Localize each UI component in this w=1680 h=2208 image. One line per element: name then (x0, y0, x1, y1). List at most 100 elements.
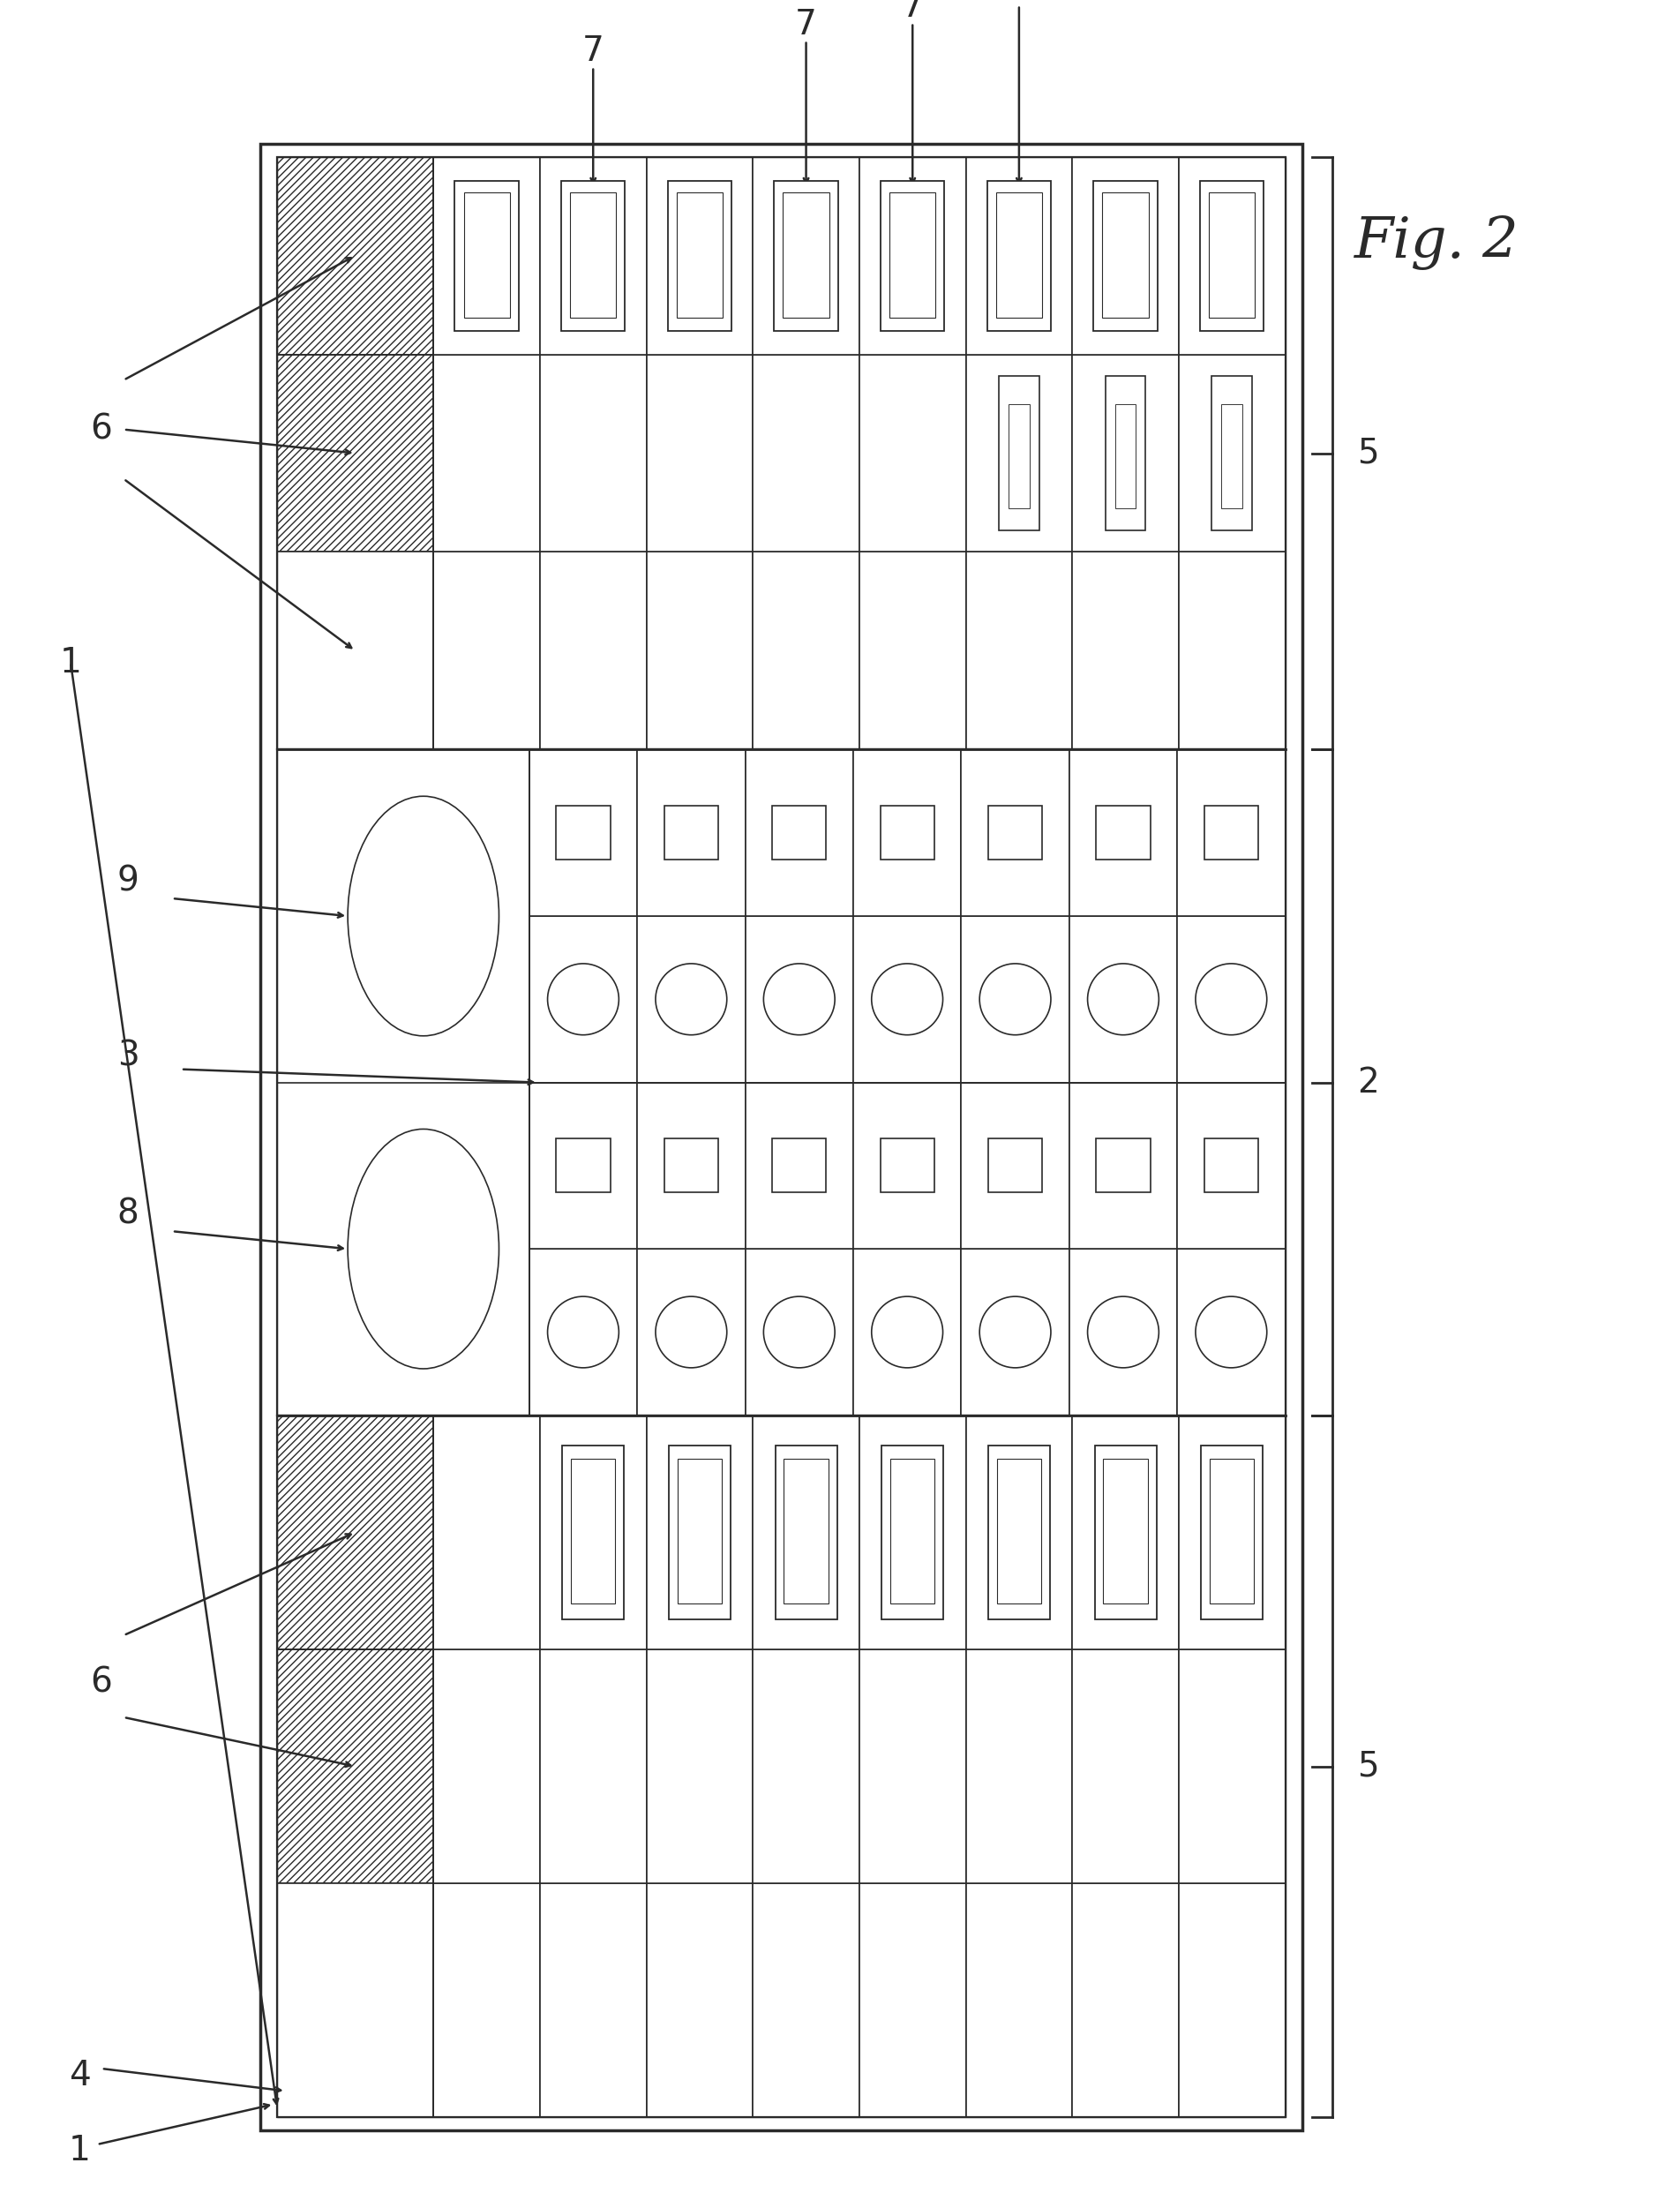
Bar (637, 1250, 746, 1415)
Text: 3: 3 (118, 1040, 139, 1073)
Bar (570, 192, 617, 318)
Bar (539, 1649, 647, 1883)
Bar (882, 1446, 944, 1618)
Bar (529, 916, 637, 1082)
Circle shape (548, 1296, 618, 1367)
Circle shape (979, 963, 1052, 1036)
Bar (539, 1415, 647, 1649)
Bar (277, 749, 1285, 1415)
Bar (988, 1446, 1050, 1618)
Bar (1104, 1459, 1147, 1603)
Bar (1178, 916, 1285, 1082)
Bar (539, 552, 647, 749)
Bar (1072, 552, 1179, 749)
Bar (858, 353, 966, 552)
Circle shape (548, 963, 618, 1036)
Bar (277, 157, 433, 353)
Circle shape (872, 963, 942, 1036)
Bar (277, 157, 1285, 2117)
Text: 7: 7 (583, 33, 605, 68)
Bar (1072, 1649, 1179, 1883)
Bar (1179, 1649, 1285, 1883)
Bar (637, 1082, 746, 1250)
Text: 6: 6 (91, 413, 113, 446)
Bar (556, 1139, 610, 1192)
Bar (773, 1139, 827, 1192)
Circle shape (655, 963, 727, 1036)
Bar (996, 192, 1042, 318)
Bar (966, 1649, 1072, 1883)
Text: 5: 5 (1357, 1749, 1379, 1784)
Bar (433, 157, 539, 353)
Bar (880, 1139, 934, 1192)
Circle shape (1196, 963, 1267, 1036)
Bar (647, 157, 753, 353)
Bar (433, 552, 539, 749)
Bar (753, 157, 858, 353)
Bar (260, 144, 1302, 2131)
Bar (988, 806, 1042, 859)
Bar (664, 806, 719, 859)
Bar (746, 1250, 853, 1415)
Bar (571, 1459, 615, 1603)
Ellipse shape (348, 797, 499, 1036)
Bar (746, 1082, 853, 1250)
Bar (858, 1883, 966, 2117)
Bar (539, 1883, 647, 2117)
Bar (853, 916, 961, 1082)
Circle shape (763, 1296, 835, 1367)
Text: 2: 2 (1357, 1066, 1379, 1100)
Circle shape (1196, 1296, 1267, 1367)
Text: Fig. 2: Fig. 2 (1354, 216, 1519, 269)
Bar (669, 1446, 731, 1618)
Circle shape (872, 1296, 942, 1367)
Bar (1095, 1446, 1156, 1618)
Bar (1068, 749, 1178, 916)
Text: 7: 7 (1008, 0, 1030, 7)
Bar (774, 1446, 837, 1618)
Bar (961, 916, 1068, 1082)
Bar (961, 749, 1068, 916)
Bar (1179, 552, 1285, 749)
Bar (277, 353, 433, 552)
Bar (1072, 157, 1179, 353)
Bar (433, 1415, 539, 1649)
Bar (1205, 1139, 1258, 1192)
Bar (1072, 1883, 1179, 2117)
Bar (783, 192, 830, 318)
Bar (539, 157, 647, 353)
Text: 7: 7 (902, 0, 924, 24)
Bar (1200, 181, 1263, 331)
Bar (529, 1250, 637, 1415)
Bar (277, 1415, 433, 1649)
Bar (753, 1883, 858, 2117)
Bar (753, 1649, 858, 1883)
Bar (880, 181, 944, 331)
Bar (1000, 375, 1040, 530)
Bar (1097, 806, 1151, 859)
Bar (277, 552, 433, 749)
Text: 5: 5 (1357, 437, 1379, 470)
Bar (561, 181, 625, 331)
Bar (753, 1415, 858, 1649)
Bar (647, 1883, 753, 2117)
Bar (433, 1883, 539, 2117)
Bar (1068, 1250, 1178, 1415)
Bar (1178, 749, 1285, 916)
Bar (277, 1415, 1285, 2117)
Bar (853, 1082, 961, 1250)
Circle shape (979, 1296, 1052, 1367)
Bar (647, 1415, 753, 1649)
Bar (529, 749, 637, 916)
Bar (858, 1649, 966, 1883)
Bar (433, 353, 539, 552)
Bar (563, 1446, 623, 1618)
Bar (637, 916, 746, 1082)
Bar (773, 806, 827, 859)
Text: 8: 8 (118, 1197, 139, 1230)
Text: 6: 6 (91, 1665, 113, 1698)
Bar (1097, 1139, 1151, 1192)
Bar (433, 1649, 539, 1883)
Text: 9: 9 (118, 863, 139, 896)
Circle shape (1087, 1296, 1159, 1367)
